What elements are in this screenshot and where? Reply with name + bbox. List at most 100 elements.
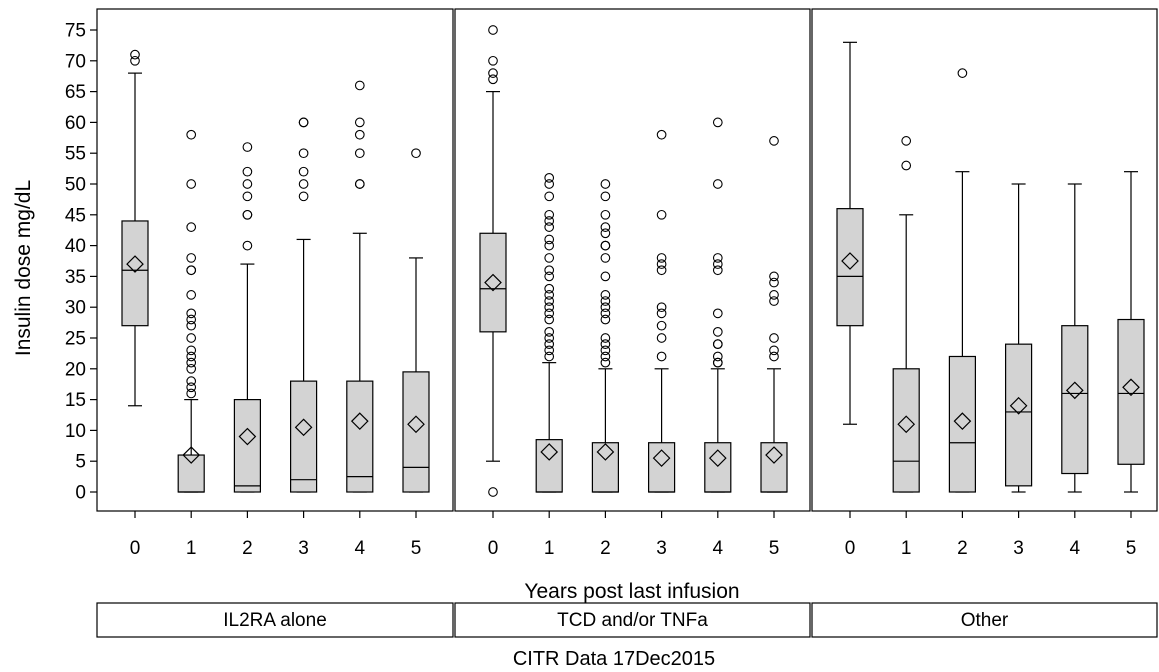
mean-marker [484,273,502,292]
outlier-point [712,265,723,276]
group-strip-1 [96,602,454,638]
box-0-0 [121,49,149,407]
outlier-point [769,345,779,356]
outlier-point [600,179,611,189]
group-strip-2 [454,602,811,638]
outlier-point [769,136,779,146]
box-rect [1117,318,1145,465]
box-rect [290,380,318,493]
mean-marker [841,252,859,270]
group-strips: IL2RA alone TCD and/or TNFa Other [96,602,1158,638]
outlier-point [354,129,365,140]
mean-marker [238,427,257,446]
x-tick-label: 1 [901,538,912,559]
y-tick-label: 75 [65,21,86,42]
outlier-point [544,222,555,232]
y-tick-label: 0 [75,483,86,504]
outlier-point [600,351,611,362]
panel-frame-2 [454,8,811,512]
outlier-point [600,339,611,350]
box-rect [177,454,205,493]
box-1-0 [479,25,507,497]
box-1-4 [704,117,732,493]
box-0-1 [177,129,205,493]
outlier-point [600,357,611,368]
outlier-point [130,55,140,66]
outlier-point [600,296,611,306]
outlier-point [901,136,912,146]
y-axis: 0 5 10 15 20 25 30 35 40 45 50 55 60 65 70 75 [65,21,97,504]
mean-marker [1122,378,1140,397]
box-rect [346,380,374,493]
outlier-point [186,290,197,300]
outlier-point [600,314,611,325]
box-rect [704,442,732,493]
x-tick-label: 2 [957,538,968,559]
box-2-2 [948,68,977,493]
outlier-point [656,129,667,140]
outlier-point [769,333,779,343]
outlier-point [186,333,197,343]
outlier-point [186,253,197,263]
x-tick-label: 5 [411,538,422,559]
outlier-point [488,55,498,66]
outlier-point [186,376,197,386]
y-axis-title: Insulin dose mg/dL [12,180,35,356]
outlier-point [656,209,667,220]
mean-marker [596,443,615,461]
outlier-point [544,240,555,251]
mean-marker [1009,396,1028,415]
outlier-point [544,209,555,220]
outlier-point [712,259,723,269]
box-0-5 [402,148,430,493]
outlier-point [186,351,197,362]
mean-marker [126,255,144,273]
y-tick-label: 65 [65,82,86,103]
outlier-point [544,302,555,313]
outlier-point [656,308,667,319]
outlier-point [600,191,611,202]
outlier-point [298,148,309,159]
outlier-point [656,351,667,362]
mean-marker [407,415,425,434]
y-tick-label: 15 [65,390,86,411]
outlier-point [544,333,555,343]
box-rect [1061,325,1089,475]
y-tick-label: 35 [65,267,86,288]
y-tick-label: 30 [65,298,86,319]
y-tick-label: 25 [65,329,86,350]
box-1-2 [591,179,620,493]
box-rect [836,208,864,327]
mean-marker [182,446,201,464]
outlier-point [186,265,197,276]
outlier-point [544,351,555,362]
outlier-point [242,166,253,177]
outlier-point [242,191,253,202]
panel-frame-1 [96,8,454,512]
box-0-3 [290,117,318,493]
outlier-point [544,308,555,319]
box-0-4 [346,80,374,493]
outlier-point [544,253,555,263]
box-rect [892,368,920,493]
panel-frame-3 [811,8,1158,512]
box-rect [233,399,261,493]
outlier-point [411,148,421,159]
panels [96,8,1158,512]
x-tick-label: 0 [130,538,141,559]
outlier-point [544,296,555,306]
outlier-point [712,179,723,189]
outlier-point [186,357,197,368]
outlier-point [298,117,309,128]
outlier-point [600,240,611,251]
outlier-point [186,129,197,140]
group-label: IL2RA alone [223,610,327,631]
outlier-point [488,74,498,85]
y-tick-label: 5 [75,452,86,473]
outlier-point [354,148,365,159]
outlier-point [186,314,197,325]
x-tick-label: 5 [1126,538,1137,559]
box-rect [535,439,563,493]
outlier-point [712,351,723,362]
